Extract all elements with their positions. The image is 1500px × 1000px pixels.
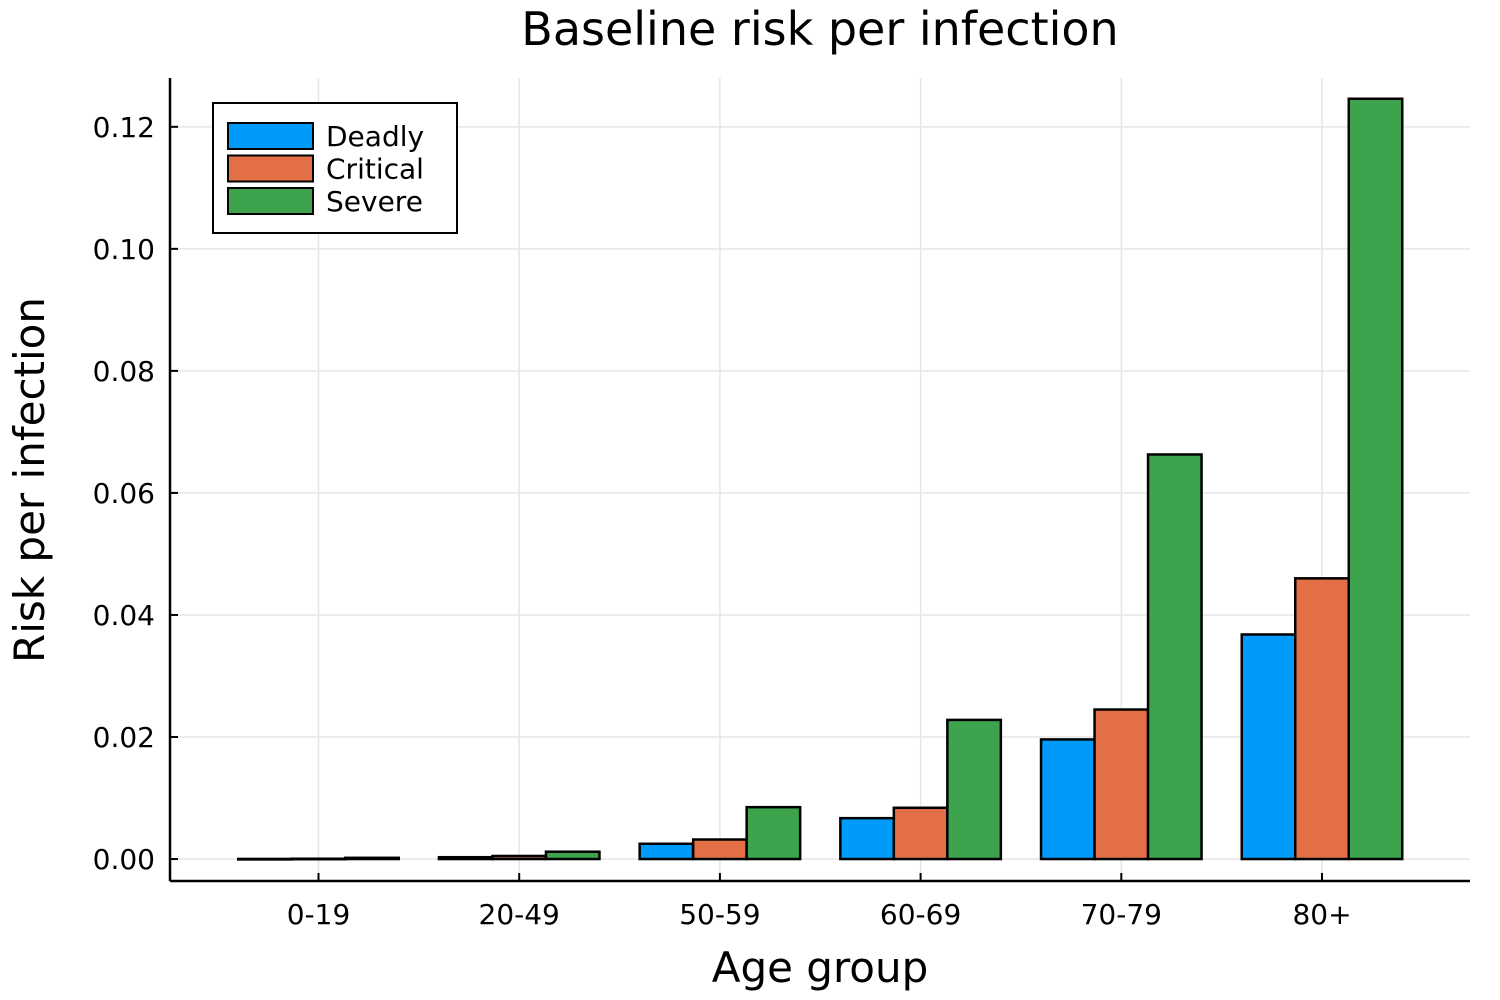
- bar-critical-80+: [1294, 577, 1350, 861]
- bar-severe-50-59: [745, 805, 802, 861]
- bar-deadly-80+: [1240, 633, 1297, 861]
- bar-critical-70-79: [1093, 708, 1150, 861]
- legend-swatch-deadly: [227, 122, 314, 150]
- x-tick-labels: 0-19 20-49 50-59 60-69 70-79 80+: [287, 898, 1352, 931]
- x-tick-label: 60-69: [880, 898, 961, 931]
- legend-label-critical: Critical: [326, 153, 424, 186]
- bar-deadly-50-59: [638, 842, 695, 861]
- grid: [170, 78, 1470, 881]
- x-tick-label: 0-19: [287, 898, 351, 931]
- bar-critical-50-59: [691, 838, 748, 861]
- bars: [237, 97, 1404, 861]
- y-tick-label: 0.12: [93, 111, 155, 144]
- bar-deadly-60-69: [839, 816, 896, 861]
- legend-label-severe: Severe: [326, 185, 423, 218]
- legend-swatch-critical: [227, 154, 314, 183]
- legend-swatch-severe: [227, 187, 314, 215]
- bar-critical-20-49: [491, 854, 548, 861]
- bar-severe-80+: [1347, 97, 1404, 861]
- bar-critical-60-69: [892, 806, 949, 861]
- axes: [168, 78, 1470, 883]
- y-tick-label: 0.08: [93, 355, 155, 388]
- x-tick-label: 50-59: [679, 898, 760, 931]
- bar-severe-20-49: [544, 850, 601, 861]
- y-tick-label: 0.10: [93, 233, 155, 266]
- x-tick-label: 20-49: [479, 898, 560, 931]
- x-tick-label: 80+: [1292, 898, 1351, 931]
- y-axis-label: Risk per infection: [5, 297, 54, 663]
- x-tick-label: 70-79: [1081, 898, 1162, 931]
- y-tick-labels: 0.00 0.02 0.04 0.06 0.08 0.10 0.12: [93, 111, 155, 876]
- chart-title: Baseline risk per infection: [521, 2, 1118, 56]
- bar-severe-70-79: [1146, 453, 1203, 861]
- x-axis-label: Age group: [712, 943, 929, 992]
- legend-label-deadly: Deadly: [326, 120, 424, 153]
- bar-deadly-0-19: [237, 857, 293, 861]
- bar-critical-0-19: [290, 857, 347, 861]
- bar-deadly-70-79: [1039, 738, 1096, 861]
- bar-deadly-20-49: [437, 855, 494, 861]
- y-tick-label: 0.06: [93, 477, 155, 510]
- bar-severe-60-69: [946, 718, 1003, 861]
- bar-severe-0-19: [344, 856, 400, 861]
- y-tick-label: 0.02: [93, 721, 155, 754]
- y-tick-label: 0.00: [93, 843, 155, 876]
- y-tick-label: 0.04: [93, 599, 155, 632]
